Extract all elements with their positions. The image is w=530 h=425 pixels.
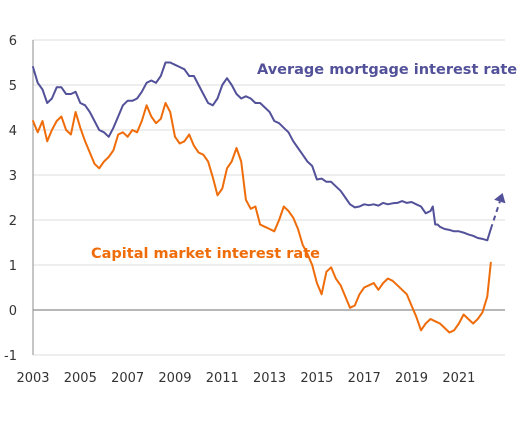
y-tick-label: 4	[9, 124, 17, 139]
series-label-capital-market: Capital market interest rate	[91, 246, 320, 262]
y-tick-label: 6	[9, 34, 17, 49]
x-tick-label: 2005	[64, 371, 97, 386]
y-tick-label: 5	[9, 79, 17, 94]
x-tick-label: 2007	[111, 371, 144, 386]
y-tick-label: 2	[9, 214, 17, 229]
projection-dashed-line	[489, 201, 501, 230]
y-tick-label: 0	[9, 304, 17, 319]
x-tick-label: 2013	[253, 371, 286, 386]
x-tick-label: 2021	[442, 371, 475, 386]
x-tick-label: 2003	[16, 371, 49, 386]
x-tick-label: 2011	[206, 371, 239, 386]
x-axis-ticks: 2003 2005 2007 2009 2011 2013 2015 2017 2019 2021	[16, 371, 475, 386]
series-line-capital-market	[32, 102, 492, 334]
x-tick-label: 2019	[395, 371, 428, 386]
y-tick-label: -1	[4, 349, 17, 364]
series-line-mortgage	[32, 61, 492, 242]
projection-arrowhead	[494, 193, 506, 204]
x-tick-label: 2009	[158, 371, 191, 386]
series-label-mortgage: Average mortgage interest rate	[257, 62, 517, 78]
y-tick-label: 1	[9, 259, 17, 274]
series-layer	[32, 61, 506, 334]
y-axis-ticks: -1 0 1 2 3 4 5 6	[4, 34, 17, 364]
y-tick-label: 3	[9, 169, 17, 184]
x-tick-label: 2017	[348, 371, 381, 386]
gridlines	[32, 39, 505, 356]
x-tick-label: 2015	[300, 371, 333, 386]
